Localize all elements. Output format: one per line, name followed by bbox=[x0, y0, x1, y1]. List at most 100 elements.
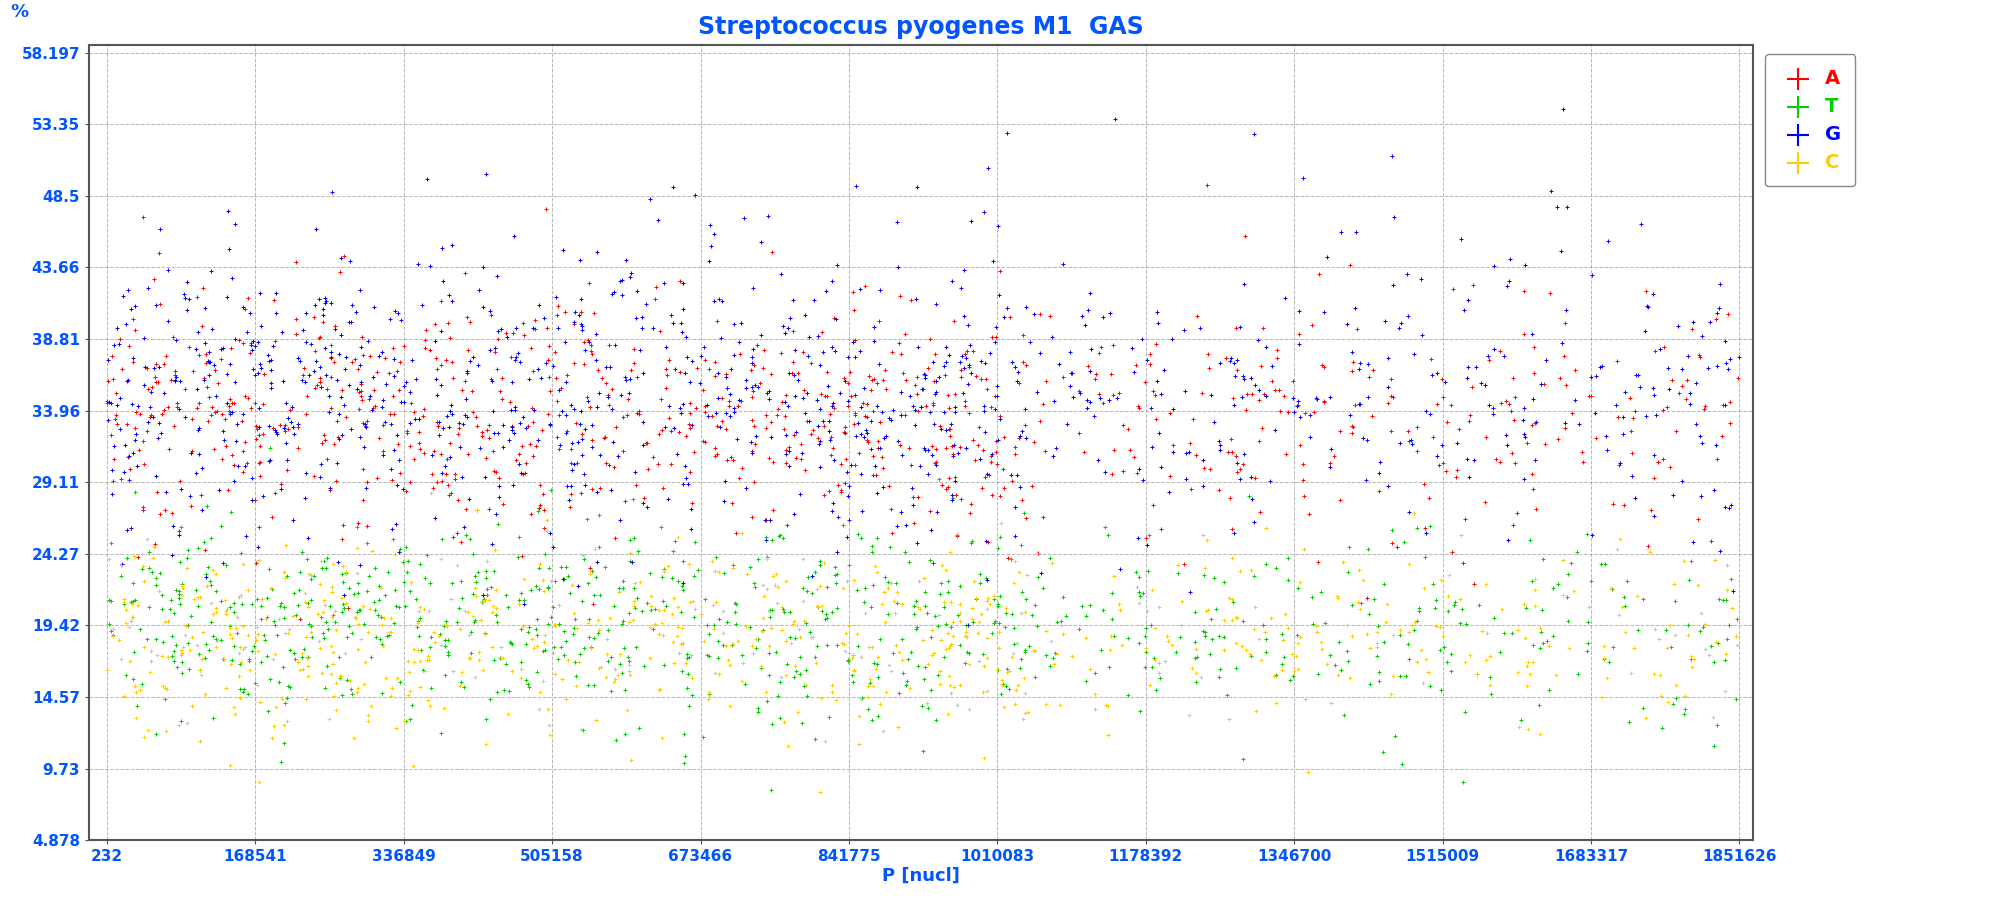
G bbox=[566, 447, 598, 462]
C bbox=[882, 585, 914, 599]
G bbox=[110, 438, 142, 453]
C bbox=[186, 652, 218, 666]
C bbox=[166, 588, 198, 602]
G bbox=[306, 308, 338, 322]
A bbox=[1428, 391, 1460, 405]
C bbox=[368, 610, 400, 625]
T bbox=[1272, 551, 1304, 565]
C bbox=[1652, 641, 1684, 655]
C bbox=[220, 609, 252, 624]
T bbox=[436, 575, 468, 590]
A bbox=[316, 351, 348, 365]
C bbox=[956, 612, 988, 626]
G bbox=[1224, 472, 1256, 486]
G bbox=[668, 477, 700, 491]
A bbox=[346, 492, 378, 507]
C bbox=[1240, 704, 1272, 718]
A bbox=[234, 400, 266, 415]
A bbox=[302, 331, 334, 346]
A bbox=[94, 428, 126, 442]
A bbox=[398, 405, 430, 419]
G bbox=[1040, 441, 1072, 455]
C bbox=[128, 559, 160, 573]
A bbox=[738, 383, 770, 398]
T bbox=[224, 682, 256, 697]
A bbox=[98, 474, 130, 489]
C bbox=[828, 580, 860, 595]
A bbox=[1484, 454, 1516, 469]
A bbox=[288, 361, 320, 375]
A bbox=[828, 371, 860, 385]
T bbox=[1428, 640, 1460, 654]
T bbox=[1474, 670, 1506, 685]
A bbox=[450, 266, 482, 281]
C bbox=[618, 593, 650, 608]
A bbox=[240, 421, 272, 436]
T bbox=[416, 630, 448, 644]
G bbox=[1156, 445, 1188, 459]
T bbox=[116, 576, 148, 590]
T bbox=[970, 571, 1002, 585]
G bbox=[376, 522, 408, 536]
C bbox=[1030, 697, 1062, 711]
G bbox=[1672, 348, 1704, 363]
T bbox=[118, 644, 150, 659]
G bbox=[858, 320, 890, 335]
A bbox=[1030, 444, 1062, 458]
C bbox=[402, 604, 434, 618]
A bbox=[1566, 445, 1598, 459]
T bbox=[790, 662, 822, 677]
G bbox=[328, 588, 360, 602]
A bbox=[438, 370, 470, 384]
T bbox=[1250, 557, 1282, 572]
T bbox=[1674, 652, 1706, 666]
G bbox=[320, 373, 352, 387]
A bbox=[1550, 377, 1582, 392]
A bbox=[270, 463, 302, 477]
C bbox=[392, 688, 424, 702]
T bbox=[1200, 601, 1232, 616]
C bbox=[394, 574, 426, 589]
C bbox=[750, 685, 782, 699]
C bbox=[476, 598, 508, 613]
A bbox=[138, 272, 170, 286]
C bbox=[1056, 648, 1088, 662]
G bbox=[864, 283, 896, 297]
G bbox=[272, 453, 304, 467]
C bbox=[290, 651, 322, 665]
G bbox=[1056, 390, 1088, 404]
C bbox=[1432, 568, 1464, 582]
A bbox=[408, 332, 440, 347]
C bbox=[174, 644, 206, 658]
A bbox=[954, 506, 986, 520]
T bbox=[400, 592, 432, 607]
C bbox=[602, 668, 634, 682]
C bbox=[220, 621, 252, 635]
C bbox=[552, 652, 584, 667]
C bbox=[326, 559, 358, 573]
C bbox=[132, 723, 164, 737]
T bbox=[1112, 688, 1144, 702]
T bbox=[308, 626, 340, 640]
A bbox=[780, 451, 812, 465]
T bbox=[1362, 665, 1394, 680]
A bbox=[118, 420, 150, 435]
G bbox=[570, 421, 602, 436]
T bbox=[196, 711, 228, 725]
T bbox=[1688, 620, 1720, 634]
A bbox=[198, 405, 230, 419]
A bbox=[206, 407, 238, 421]
T bbox=[746, 623, 778, 637]
G bbox=[1694, 315, 1726, 329]
T bbox=[204, 593, 236, 608]
T bbox=[672, 646, 704, 661]
A bbox=[188, 372, 220, 386]
T bbox=[244, 612, 276, 626]
G bbox=[840, 179, 872, 194]
G bbox=[786, 446, 818, 461]
A bbox=[750, 512, 782, 526]
A bbox=[282, 441, 314, 455]
T bbox=[1178, 651, 1210, 665]
G bbox=[160, 374, 192, 388]
C bbox=[1162, 558, 1194, 572]
